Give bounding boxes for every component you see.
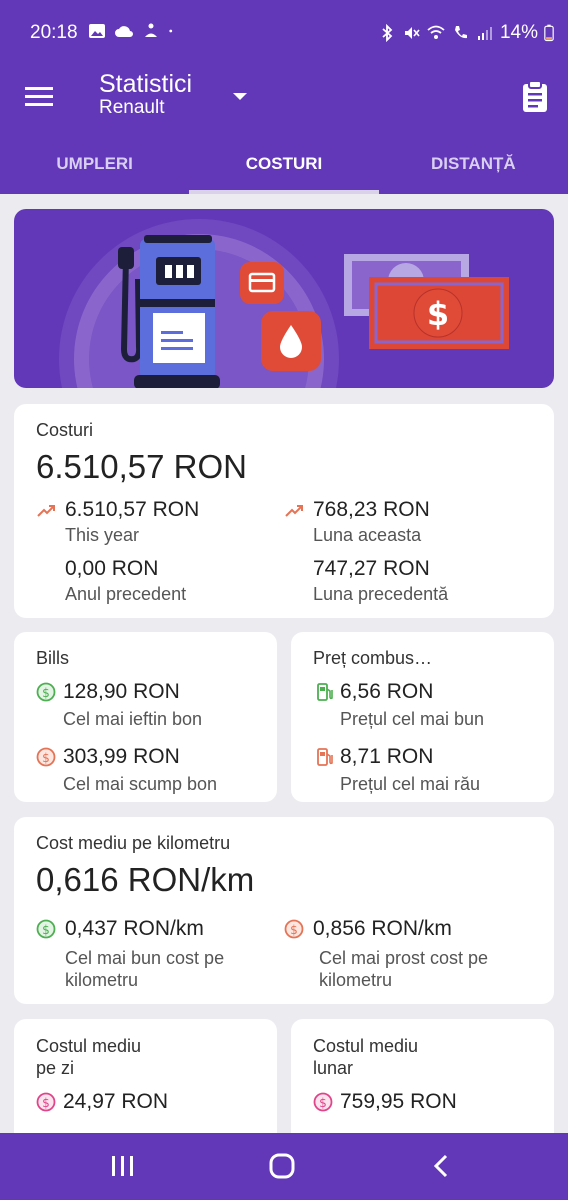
battery-percent: 14% bbox=[499, 22, 538, 43]
cost-per-km-value: 0,616 RON/km bbox=[36, 861, 255, 898]
svg-text:$: $ bbox=[42, 1096, 50, 1110]
prev-year-label: Anul precedent bbox=[65, 584, 187, 604]
vehicle-selector[interactable]: Statistici Renault bbox=[99, 70, 192, 118]
dollar-circle-pink-icon: $ bbox=[36, 1092, 56, 1112]
this-year-value: 6.510,57 RON bbox=[65, 498, 200, 521]
signal-icon bbox=[477, 27, 492, 40]
tab-fills[interactable]: UMPLERI bbox=[56, 154, 133, 173]
svg-text:$: $ bbox=[319, 1096, 327, 1110]
clipboard-icon[interactable] bbox=[516, 76, 554, 116]
costs-label: Costuri bbox=[36, 420, 94, 440]
daily-cost-label-line1: Costul mediu bbox=[36, 1036, 142, 1056]
svg-text:$: $ bbox=[290, 923, 298, 937]
prev-month-value: 747,27 RON bbox=[313, 557, 430, 580]
monthly-cost-card[interactable]: Costul mediu lunar $ 759,95 RON bbox=[291, 1019, 554, 1149]
back-icon[interactable] bbox=[428, 1152, 454, 1180]
this-year-label: This year bbox=[65, 525, 140, 545]
daily-cost-label-line2: pe zi bbox=[36, 1058, 75, 1078]
home-icon[interactable] bbox=[266, 1152, 298, 1180]
worst-fuel-price-label: Prețul cel mai rău bbox=[340, 774, 481, 794]
svg-text:$: $ bbox=[42, 686, 50, 700]
cost-per-km-label: Cost mediu pe kilometru bbox=[36, 833, 231, 853]
tab-costs[interactable]: COSTURI bbox=[189, 130, 379, 194]
cost-per-km-card[interactable]: Cost mediu pe kilometru 0,616 RON/km $ 0… bbox=[14, 817, 554, 1004]
best-cost-per-km-label-line2: kilometru bbox=[65, 970, 139, 990]
fuel-pump-bad-icon bbox=[317, 748, 333, 766]
fuel-price-card[interactable]: Preț combus… 6,56 RON Prețul cel mai bun… bbox=[291, 632, 554, 802]
svg-text:$: $ bbox=[42, 923, 50, 937]
prev-month-label: Luna precedentă bbox=[313, 584, 449, 604]
best-fuel-price-value: 6,56 RON bbox=[340, 680, 434, 703]
trending-up-icon bbox=[285, 505, 303, 517]
svg-text:$: $ bbox=[427, 295, 449, 333]
costs-banner-illustration: $ bbox=[14, 209, 554, 388]
trending-up-icon bbox=[37, 505, 55, 517]
best-fuel-price-label: Prețul cel mai bun bbox=[340, 709, 485, 729]
dollar-circle-good-icon: $ bbox=[36, 919, 56, 939]
app-bar: Statistici Renault bbox=[0, 66, 568, 130]
cheapest-bill-label: Cel mai ieftin bon bbox=[63, 709, 203, 729]
meditation-icon bbox=[145, 23, 157, 37]
mute-icon bbox=[404, 27, 420, 39]
daily-cost-card[interactable]: Costul mediu pe zi $ 24,97 RON bbox=[14, 1019, 277, 1149]
dollar-circle-bad-icon: $ bbox=[284, 919, 304, 939]
vehicle-name: Renault bbox=[99, 97, 165, 118]
fuel-price-label: Preț combus… bbox=[313, 648, 433, 668]
priciest-bill-label: Cel mai scump bon bbox=[63, 774, 218, 794]
bills-card[interactable]: Bills $ 128,90 RON Cel mai ieftin bon $ … bbox=[14, 632, 277, 802]
best-cost-per-km-label-line1: Cel mai bun cost pe bbox=[65, 948, 225, 968]
this-month-label: Luna aceasta bbox=[313, 525, 422, 545]
this-month-value: 768,23 RON bbox=[313, 498, 430, 521]
bluetooth-icon bbox=[382, 24, 393, 42]
costs-summary-card[interactable]: Costuri 6.510,57 RON 6.510,57 RON This y… bbox=[14, 404, 554, 618]
worst-fuel-price-value: 8,71 RON bbox=[340, 745, 434, 768]
gallery-icon bbox=[89, 24, 105, 38]
best-cost-per-km-value: 0,437 RON/km bbox=[65, 917, 204, 940]
wifi-icon bbox=[427, 25, 445, 39]
bills-label: Bills bbox=[36, 648, 70, 668]
dollar-circle-pink-icon: $ bbox=[313, 1092, 333, 1112]
menu-icon[interactable] bbox=[22, 80, 56, 114]
monthly-cost-label-line1: Costul mediu bbox=[313, 1036, 419, 1056]
dropdown-arrow-icon[interactable] bbox=[228, 86, 252, 106]
dollar-circle-good-icon: $ bbox=[36, 682, 56, 702]
worst-cost-per-km-value: 0,856 RON/km bbox=[313, 917, 452, 940]
fuel-pump-money-illustration: $ bbox=[59, 219, 509, 388]
tab-bar: UMPLERI COSTURI DISTANȚĂ bbox=[0, 130, 568, 194]
tab-distance[interactable]: DISTANȚĂ bbox=[430, 154, 516, 173]
status-time: 20:18 bbox=[30, 22, 78, 43]
dollar-circle-bad-icon: $ bbox=[36, 747, 56, 767]
priciest-bill-value: 303,99 RON bbox=[63, 745, 180, 768]
call-icon bbox=[454, 26, 467, 39]
dot-icon bbox=[169, 29, 173, 33]
daily-cost-value: 24,97 RON bbox=[63, 1090, 169, 1113]
monthly-cost-label-line2: lunar bbox=[313, 1058, 354, 1078]
costs-total: 6.510,57 RON bbox=[36, 448, 247, 485]
page-title: Statistici bbox=[99, 70, 193, 98]
status-bar: 20:18 14% bbox=[0, 0, 568, 66]
cloud-icon bbox=[115, 26, 133, 37]
recent-apps-icon[interactable] bbox=[108, 1153, 138, 1179]
monthly-cost-value: 759,95 RON bbox=[340, 1090, 457, 1113]
fuel-pump-good-icon bbox=[317, 683, 333, 701]
worst-cost-per-km-label-line2: kilometru bbox=[319, 970, 393, 990]
cheapest-bill-value: 128,90 RON bbox=[63, 680, 180, 703]
worst-cost-per-km-label-line1: Cel mai prost cost pe bbox=[319, 948, 489, 968]
system-navigation-bar bbox=[0, 1133, 568, 1200]
prev-year-value: 0,00 RON bbox=[65, 557, 159, 580]
battery-icon bbox=[544, 24, 554, 42]
svg-text:$: $ bbox=[42, 751, 50, 765]
